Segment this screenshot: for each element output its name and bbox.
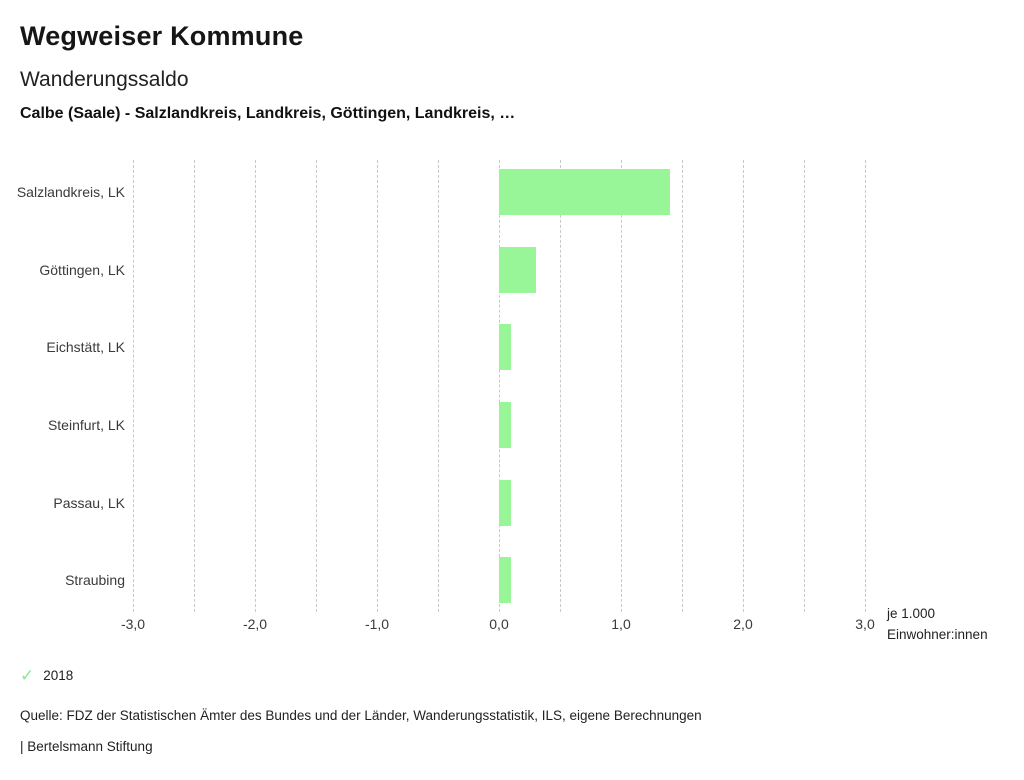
grid-line <box>743 160 744 612</box>
x-tick-label: -1,0 <box>364 616 390 632</box>
grid-line <box>377 160 378 612</box>
bar-straubing[interactable] <box>499 557 512 604</box>
attribution-text: | Bertelsmann Stiftung <box>20 739 153 754</box>
x-tick-label: -2,0 <box>242 616 268 632</box>
x-tick-label: -3,0 <box>120 616 146 632</box>
bar-eichstätt-lk[interactable] <box>499 324 512 371</box>
x-tick-label: 2,0 <box>733 616 753 632</box>
chart-title: Wanderungssaldo <box>20 68 189 91</box>
grid-line <box>560 160 561 612</box>
chart-comparison-subtitle: Calbe (Saale) - Salzlandkreis, Landkreis… <box>20 105 516 122</box>
x-tick-label: 1,0 <box>611 616 631 632</box>
grid-line <box>316 160 317 612</box>
x-tick-label: 3,0 <box>855 616 875 632</box>
x-tick-label: 0,0 <box>489 616 509 632</box>
legend-item-2018[interactable]: ✓ 2018 <box>20 665 73 685</box>
category-label: Salzlandkreis, LK <box>16 183 125 200</box>
bar-steinfurt-lk[interactable] <box>499 401 512 448</box>
legend-item-label: 2018 <box>43 667 74 683</box>
category-label: Göttingen, LK <box>39 261 125 278</box>
grid-line <box>865 160 866 612</box>
check-icon: ✓ <box>20 665 35 685</box>
bar-passau-lk[interactable] <box>499 479 512 526</box>
axis-unit-label: je 1.000 Einwohner:innen <box>887 604 988 645</box>
category-label: Passau, LK <box>53 494 125 511</box>
grid-line <box>499 160 500 612</box>
grid-line <box>194 160 195 612</box>
axis-unit-line-1: je 1.000 <box>887 606 936 621</box>
category-labels: Salzlandkreis, LK Göttingen, LK Eichstätt,… <box>0 153 125 619</box>
category-label: Straubing <box>65 572 125 589</box>
category-label: Steinfurt, LK <box>47 416 125 433</box>
bar-salzlandkreis-lk[interactable] <box>499 168 670 215</box>
plot-area <box>133 153 866 619</box>
grid-line <box>255 160 256 612</box>
bar-göttingen-lk[interactable] <box>499 246 536 293</box>
grid-line <box>133 160 134 612</box>
axis-unit-line-2: Einwohner:innen <box>887 626 988 642</box>
category-label: Eichstätt, LK <box>46 339 125 356</box>
x-axis: -3,0 -2,0 -1,0 0,0 1,0 2,0 3,0 <box>121 612 875 636</box>
grid-line <box>621 160 622 612</box>
grid-line <box>804 160 805 612</box>
grid-line <box>682 160 683 612</box>
page-title: Wegweiser Kommune <box>20 21 304 51</box>
source-text: Quelle: FDZ der Statistischen Ämter des … <box>20 708 702 723</box>
grid-line <box>438 160 439 612</box>
